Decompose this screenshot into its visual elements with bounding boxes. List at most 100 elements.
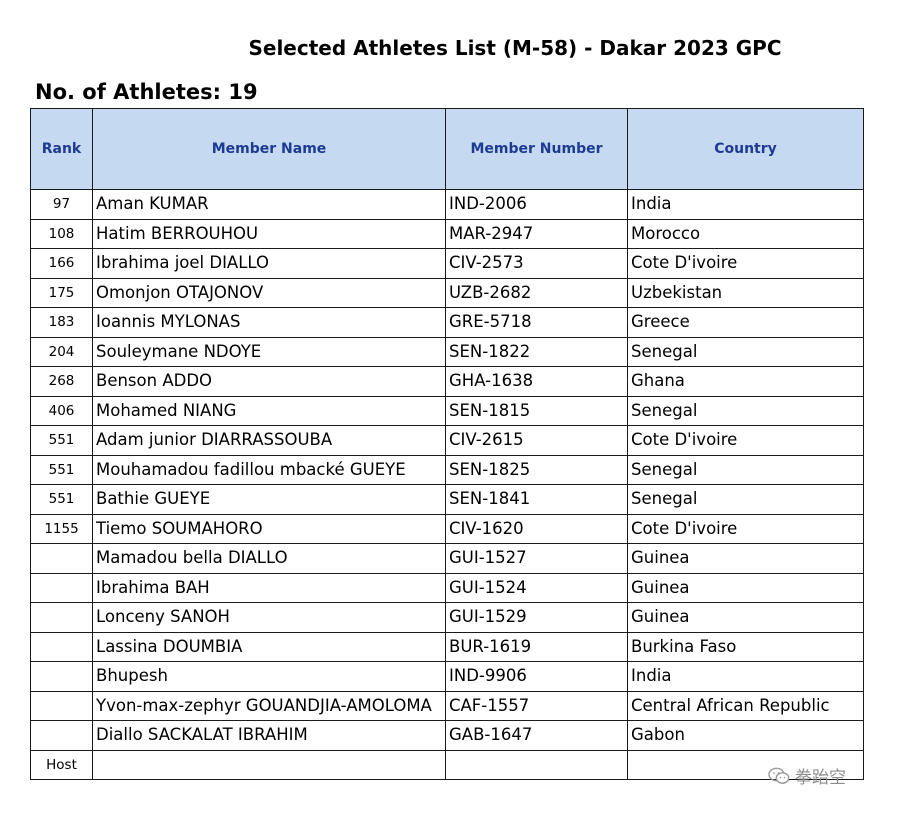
cell-rank [30, 543, 93, 574]
cell-member-number: GRE-5718 [445, 307, 628, 338]
cell-member-number: SEN-1815 [445, 395, 628, 426]
table-row: 166 Ibrahima joel DIALLO CIV-2573 Cote D'iv… [30, 248, 864, 279]
cell-member-name: Diallo SACKALAT IBRAHIM [92, 720, 446, 751]
cell-member-number: GHA-1638 [445, 366, 628, 397]
table-row: Lonceny SANOH GUI-1529 Guinea [30, 602, 864, 633]
cell-country: Central African Republic [627, 690, 864, 721]
watermark-text: 拳跆空 [795, 768, 846, 788]
table-row: 551 Bathie GUEYE SEN-1841 Senegal [30, 484, 864, 515]
cell-rank: 551 [30, 454, 93, 485]
cell-rank: 268 [30, 366, 93, 397]
cell-member-name: Aman KUMAR [92, 189, 446, 220]
cell-member-name: Bhupesh [92, 661, 446, 692]
cell-country: Gabon [627, 720, 864, 751]
header-rank: Rank [30, 108, 93, 190]
cell-country [627, 749, 864, 780]
cell-member-name: Ioannis MYLONAS [92, 307, 446, 338]
cell-member-number: GAB-1647 [445, 720, 628, 751]
cell-member-number: CIV-2573 [445, 248, 628, 279]
cell-member-number: IND-2006 [445, 189, 628, 220]
table-row: 183 Ioannis MYLONAS GRE-5718 Greece [30, 307, 864, 338]
cell-member-name: Omonjon OTAJONOV [92, 277, 446, 308]
cell-member-name: Yvon-max-zephyr GOUANDJIA-AMOLOMA [92, 690, 446, 721]
cell-member-number: CIV-2615 [445, 425, 628, 456]
cell-member-name: Mouhamadou fadillou mbacké GUEYE [92, 454, 446, 485]
cell-member-name: Souleymane NDOYE [92, 336, 446, 367]
cell-member-number: GUI-1524 [445, 572, 628, 603]
cell-rank: 551 [30, 484, 93, 515]
cell-rank: Host [30, 749, 93, 780]
table-row: 175 Omonjon OTAJONOV UZB-2682 Uzbekistan [30, 277, 864, 308]
cell-member-number: GUI-1527 [445, 543, 628, 574]
header-member-name: Member Name [92, 108, 446, 190]
cell-member-number: CIV-1620 [445, 513, 628, 544]
cell-member-number: IND-9906 [445, 661, 628, 692]
cell-country: Burkina Faso [627, 631, 864, 662]
cell-member-name: Tiemo SOUMAHORO [92, 513, 446, 544]
cell-country: Senegal [627, 454, 864, 485]
athlete-count: No. of Athletes: 19 [35, 80, 258, 104]
cell-member-name: Lassina DOUMBIA [92, 631, 446, 662]
cell-country: India [627, 661, 864, 692]
table-row: Bhupesh IND-9906 India [30, 661, 864, 692]
cell-country: Cote D'ivoire [627, 425, 864, 456]
cell-rank: 97 [30, 189, 93, 220]
table-row: 268 Benson ADDO GHA-1638 Ghana [30, 366, 864, 397]
table-row: Host [30, 749, 864, 780]
table-row: Lassina DOUMBIA BUR-1619 Burkina Faso [30, 631, 864, 662]
cell-rank: 551 [30, 425, 93, 456]
cell-member-number [445, 749, 628, 780]
cell-country: Uzbekistan [627, 277, 864, 308]
table-row: Ibrahima BAH GUI-1524 Guinea [30, 572, 864, 603]
cell-member-name: Bathie GUEYE [92, 484, 446, 515]
cell-country: Senegal [627, 336, 864, 367]
cell-rank: 406 [30, 395, 93, 426]
cell-rank [30, 661, 93, 692]
table-header-row: Rank Member Name Member Number Country [30, 108, 864, 190]
cell-rank: 166 [30, 248, 93, 279]
cell-rank [30, 690, 93, 721]
cell-member-name [92, 749, 446, 780]
cell-country: Guinea [627, 543, 864, 574]
cell-rank: 175 [30, 277, 93, 308]
table-row: 1155 Tiemo SOUMAHORO CIV-1620 Cote D'ivoire [30, 513, 864, 544]
table-row: 204 Souleymane NDOYE SEN-1822 Senegal [30, 336, 864, 367]
cell-member-name: Benson ADDO [92, 366, 446, 397]
athletes-table: Rank Member Name Member Number Country 9… [30, 108, 864, 780]
cell-member-name: Ibrahima joel DIALLO [92, 248, 446, 279]
cell-country: Cote D'ivoire [627, 513, 864, 544]
cell-rank: 204 [30, 336, 93, 367]
cell-country: Morocco [627, 218, 864, 249]
table-row: 551 Mouhamadou fadillou mbacké GUEYE SEN-1… [30, 454, 864, 485]
cell-member-number: CAF-1557 [445, 690, 628, 721]
cell-country: Senegal [627, 484, 864, 515]
cell-rank [30, 572, 93, 603]
cell-country: Guinea [627, 572, 864, 603]
table-row: 97 Aman KUMAR IND-2006 India [30, 189, 864, 220]
cell-member-name: Hatim BERROUHOU [92, 218, 446, 249]
table-row: 551 Adam junior DIARRASSOUBA CIV-2615 Cote … [30, 425, 864, 456]
wechat-icon [768, 767, 790, 784]
cell-rank: 108 [30, 218, 93, 249]
cell-rank: 183 [30, 307, 93, 338]
cell-member-name: Lonceny SANOH [92, 602, 446, 633]
cell-member-number: GUI-1529 [445, 602, 628, 633]
cell-member-number: UZB-2682 [445, 277, 628, 308]
cell-member-name: Mohamed NIANG [92, 395, 446, 426]
cell-rank [30, 602, 93, 633]
cell-country: Senegal [627, 395, 864, 426]
cell-member-number: SEN-1825 [445, 454, 628, 485]
watermark: 拳跆空 [768, 763, 846, 788]
cell-rank [30, 720, 93, 751]
table-row: Diallo SACKALAT IBRAHIM GAB-1647 Gabon [30, 720, 864, 751]
header-country: Country [627, 108, 864, 190]
cell-country: Cote D'ivoire [627, 248, 864, 279]
cell-member-number: SEN-1822 [445, 336, 628, 367]
page-title: Selected Athletes List (M-58) - Dakar 20… [248, 36, 782, 60]
table-row: Mamadou bella DIALLO GUI-1527 Guinea [30, 543, 864, 574]
header-member-number: Member Number [445, 108, 628, 190]
cell-country: Greece [627, 307, 864, 338]
table-row: 108 Hatim BERROUHOU MAR-2947 Morocco [30, 218, 864, 249]
cell-member-name: Mamadou bella DIALLO [92, 543, 446, 574]
cell-member-number: MAR-2947 [445, 218, 628, 249]
